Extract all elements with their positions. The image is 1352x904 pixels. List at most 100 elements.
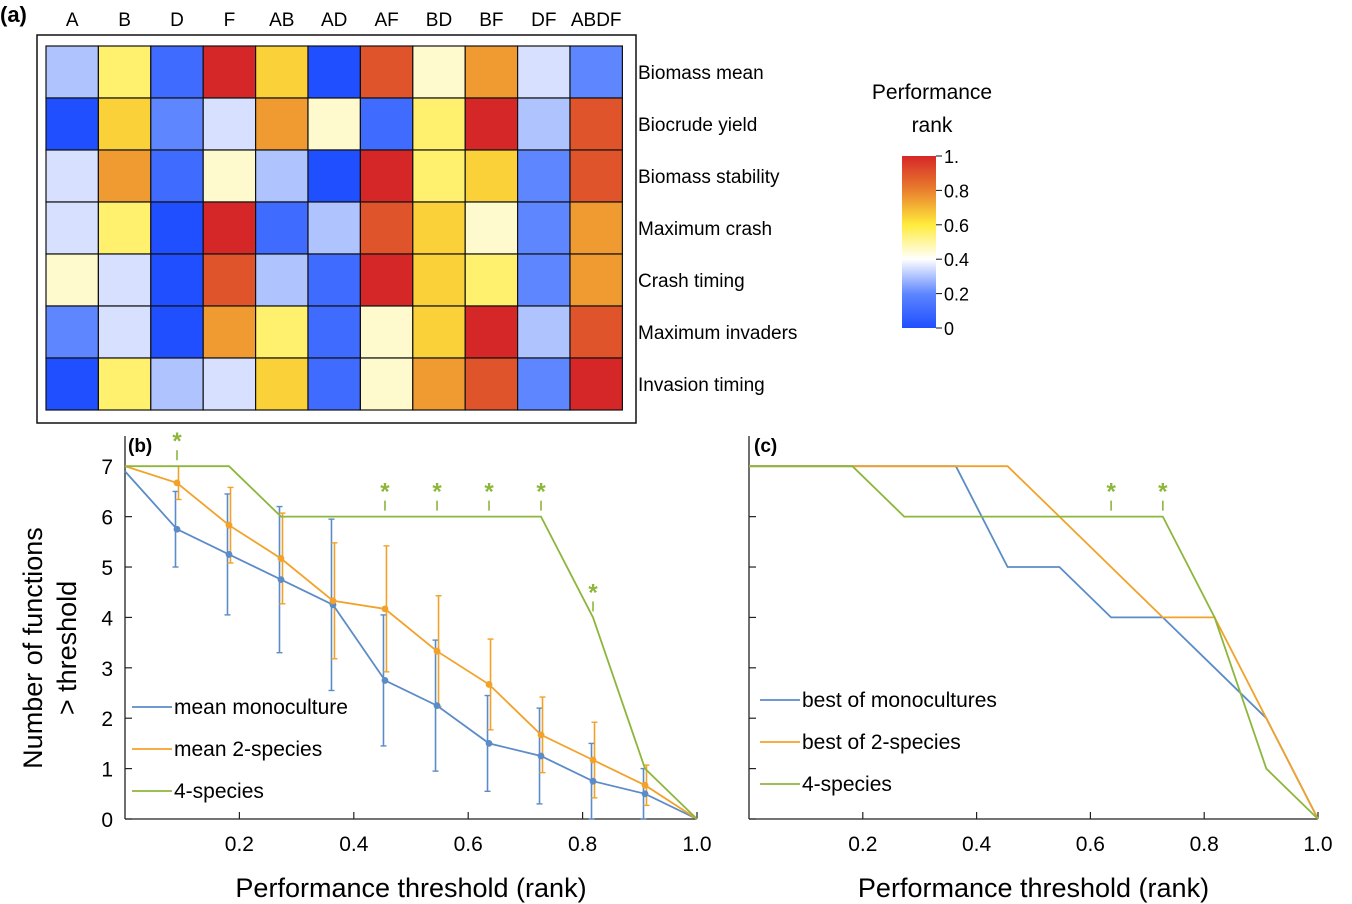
heatmap-cell (516, 201, 571, 255)
heatmap-column-label: B (118, 10, 131, 31)
heatmap-cell (569, 149, 624, 203)
heatmap-cell (150, 253, 204, 307)
heatmap-cell (45, 97, 100, 151)
significance-star: * (1106, 479, 1116, 506)
data-point (485, 740, 493, 747)
data-point (173, 525, 181, 533)
heatmap-column-label: BF (479, 10, 503, 31)
heatmap-cell (412, 305, 466, 359)
heatmap-cell (45, 357, 100, 411)
data-point (589, 777, 597, 785)
panel-b-label: (b) (128, 436, 152, 457)
heatmap-cell (464, 305, 519, 359)
heatmap-cell (516, 149, 571, 203)
heatmap-cell (255, 201, 309, 255)
heatmap-cell (45, 201, 100, 255)
heatmap-cell (412, 357, 466, 411)
colorbar-tick-label: 0 (944, 319, 954, 339)
significance-star: * (588, 579, 598, 606)
x-tick-label: 0.8 (568, 833, 597, 856)
heatmap-cell (359, 305, 414, 359)
heatmap-cell (202, 45, 257, 99)
heatmap-cell (150, 357, 204, 411)
heatmap-cell (516, 357, 571, 411)
heatmap-cell (202, 201, 257, 255)
heatmap-cell (464, 97, 519, 151)
series-line (125, 465, 698, 820)
heatmap-cell (412, 201, 466, 255)
y-tick-label: 0 (101, 809, 113, 832)
y-tick-label: 5 (101, 557, 113, 580)
heatmap-cell (359, 357, 414, 411)
heatmap-cell (569, 45, 624, 99)
data-point (381, 605, 389, 613)
heatmap-cell (412, 45, 466, 99)
heatmap-cell (150, 45, 204, 99)
heatmap-column-label: DF (531, 10, 556, 31)
legend-label: best of monocultures (802, 689, 997, 712)
heatmap-cell (307, 253, 362, 307)
heatmap-cell (150, 305, 204, 359)
heatmap-cell (307, 45, 362, 99)
data-point (225, 551, 233, 558)
y-tick-label: 1 (101, 759, 113, 782)
legend-label: mean monoculture (174, 696, 348, 719)
panel-a-label: (a) (0, 2, 27, 27)
data-point (329, 597, 337, 605)
y-tick-label: 6 (101, 507, 113, 530)
colorbar-tick-label: 1. (944, 147, 959, 167)
heatmap-cell (569, 305, 624, 359)
heatmap-cell (97, 357, 152, 411)
heatmap-cell (412, 253, 466, 307)
y-tick-label: 3 (101, 658, 113, 681)
heatmap-cell (202, 253, 257, 307)
heatmap-cell (516, 45, 571, 99)
heatmap-cell (255, 97, 309, 151)
heatmap-cell (412, 149, 466, 203)
data-point (277, 576, 285, 584)
heatmap-frame (36, 34, 637, 424)
colorbar-tick-label: 0.8 (944, 181, 969, 201)
heatmap-row-label: Crash timing (638, 271, 745, 292)
data-point (641, 790, 649, 798)
x-tick-label: 0.2 (225, 833, 254, 856)
heatmap-cell (45, 253, 100, 307)
heatmap-cell (150, 97, 204, 151)
heatmap-column-label: ABDF (571, 10, 622, 31)
series-line (124, 470, 698, 820)
heatmap-cell (255, 305, 309, 359)
heatmap-cell (464, 45, 519, 99)
legend-label: 4-species (174, 780, 264, 803)
heatmap-cell (516, 305, 571, 359)
heatmap-cell (569, 97, 624, 151)
x-tick-label: 0.2 (848, 833, 877, 856)
heatmap-cell (359, 45, 414, 99)
heatmap-row-label: Maximum invaders (638, 323, 797, 344)
heatmap-cell (45, 305, 100, 359)
heatmap-cell (307, 201, 362, 255)
heatmap-row-label: Invasion timing (638, 375, 765, 396)
x-axis-label: Performance threshold (rank) (235, 873, 586, 903)
data-point (485, 681, 493, 688)
series-line (124, 465, 698, 820)
heatmap-row-label: Biomass stability (638, 167, 780, 188)
data-point (381, 677, 389, 684)
heatmap-row-label: Biocrude yield (638, 115, 757, 136)
heatmap-cell (359, 201, 414, 255)
y-axis-label: > threshold (52, 581, 82, 715)
significance-star: * (432, 479, 442, 506)
x-tick-label: 1.0 (682, 833, 711, 856)
heatmap-cell (464, 201, 519, 255)
heatmap-cell (97, 201, 152, 255)
heatmap-cell (307, 97, 362, 151)
heatmap-cell (464, 357, 519, 411)
x-tick-label: 0.4 (339, 833, 369, 856)
heatmap-cell (516, 253, 571, 307)
colorbar-title: rank (912, 114, 953, 137)
data-point (173, 479, 181, 487)
x-tick-label: 1.0 (1303, 833, 1332, 856)
colorbar-tick-label: 0.4 (944, 250, 969, 270)
x-tick-label: 0.4 (962, 833, 992, 856)
heatmap-cell (359, 97, 414, 151)
